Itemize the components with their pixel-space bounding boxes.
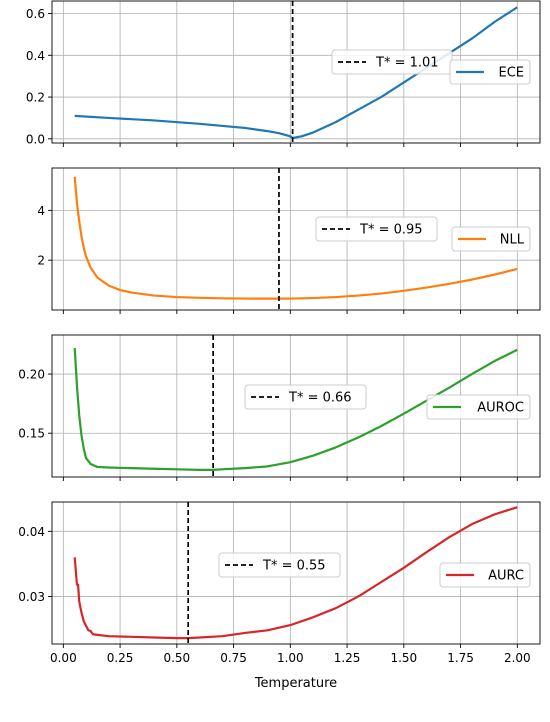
legend-series: AURC: [439, 562, 531, 588]
legend-box: [315, 216, 438, 242]
legend-optimal-temperature: T* = 0.55: [218, 552, 341, 578]
legend-box: [451, 226, 531, 252]
series-line-nll: [73, 176, 518, 300]
x-tick-label: 1.50: [390, 651, 417, 665]
x-tick-label: 1.75: [447, 651, 474, 665]
y-tick-label: 0.6: [26, 7, 45, 21]
series-line-auroc: [73, 347, 518, 471]
y-tick-label: 0.15: [18, 427, 45, 441]
axes-frame: [51, 0, 541, 144]
legend-optimal-temperature: T* = 0.66: [244, 384, 367, 410]
legend-box: [426, 394, 531, 420]
axes-frame: [51, 501, 541, 645]
legend-optimal-temperature: T* = 0.95: [315, 216, 438, 242]
x-tick-label: 1.00: [277, 651, 304, 665]
x-tick-label: 0.50: [163, 651, 190, 665]
legend-box: [439, 562, 531, 588]
y-tick-label: 0.04: [18, 525, 45, 539]
legend-series: ECE: [449, 59, 531, 85]
legend-optimal-temperature: T* = 1.01: [331, 49, 453, 75]
x-tick-label: 0.75: [220, 651, 247, 665]
legend-label: T* = 0.66: [288, 391, 352, 406]
y-tick-label: 0.0: [26, 132, 45, 146]
legend-box: [218, 552, 341, 578]
panel-aurc: 0.03 0.04 0.00 0.25 0.50 0.75 1.00 1.25 1.50 1.75…: [18, 501, 541, 691]
legend-label: T* = 0.55: [262, 559, 326, 574]
legend-label: T* = 0.95: [359, 223, 423, 238]
axes-frame: [51, 334, 541, 478]
y-tick-label: 4: [37, 204, 45, 218]
x-axis-label: Temperature: [254, 676, 337, 691]
panel-nll: 2 4 T* = 0.95 NLL: [37, 167, 541, 314]
legend-label: T* = 1.01: [375, 56, 439, 71]
y-tick-label: 0.20: [18, 368, 45, 382]
panel-ece: 0.0 0.2 0.4 0.6 T* = 1.01 ECE: [26, 0, 541, 147]
legend-box: [449, 59, 531, 85]
panel-auroc: 0.15 0.20 T* = 0.66 AUROC: [18, 334, 541, 481]
legend-series: AUROC: [426, 394, 531, 420]
x-tick-label: 0.25: [107, 651, 134, 665]
legend-box: [244, 384, 367, 410]
legend-label: AURC: [488, 569, 524, 584]
x-tick-label: 0.00: [50, 651, 77, 665]
y-tick-label: 2: [37, 254, 45, 268]
legend-series: NLL: [451, 226, 531, 252]
y-tick-label: 0.4: [26, 49, 45, 63]
y-tick-label: 0.2: [26, 91, 45, 105]
y-tick-label: 0.03: [18, 590, 45, 604]
legend-label: NLL: [500, 233, 525, 248]
x-tick-label: 2.00: [504, 651, 531, 665]
legend-label: ECE: [498, 66, 524, 81]
axes-frame: [51, 167, 541, 311]
legend-label: AUROC: [477, 401, 524, 416]
x-tick-label: 1.25: [334, 651, 361, 665]
